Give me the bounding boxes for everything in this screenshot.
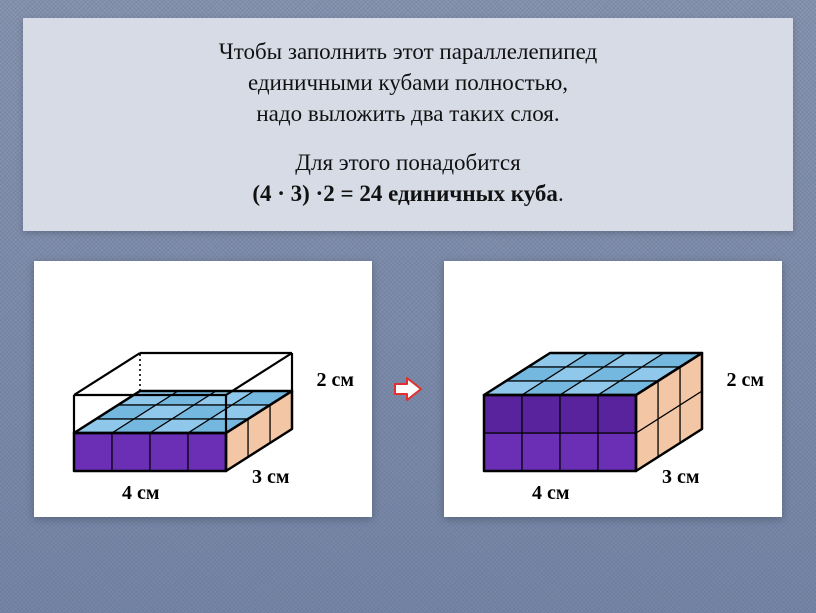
text-panel: Чтобы заполнить этот параллелепипед един… [23,18,793,231]
text-gap [43,129,773,147]
arrow-icon [391,372,425,406]
figure-right-panel: 4 см 3 см 2 см [444,261,782,517]
dim-label-d-left: 3 см [252,466,290,489]
dim-label-d-right: 3 см [662,466,700,489]
text-line-5: (4 · 3) ·2 = 24 единичных куба. [43,178,773,209]
dim-label-w-right: 4 см [532,482,570,505]
slide-root: Чтобы заполнить этот параллелепипед един… [0,0,816,613]
formula-tail: . [558,181,564,206]
figures-row: 4 см 3 см 2 см 4 см 3 см 2 см [18,261,798,517]
text-line-3: надо выложить два таких слоя. [43,98,773,129]
dim-label-h-right: 2 см [727,369,765,392]
dim-label-w-left: 4 см [122,482,160,505]
text-line-1: Чтобы заполнить этот параллелепипед [43,36,773,67]
arrow-between [390,371,426,407]
text-line-2: единичными кубами полностью, [43,67,773,98]
dim-label-h-left: 2 см [317,369,355,392]
formula-bold: (4 · 3) ·2 = 24 единичных куба [252,181,558,206]
text-line-4: Для этого понадобится [43,147,773,178]
figure-left-panel: 4 см 3 см 2 см [34,261,372,517]
